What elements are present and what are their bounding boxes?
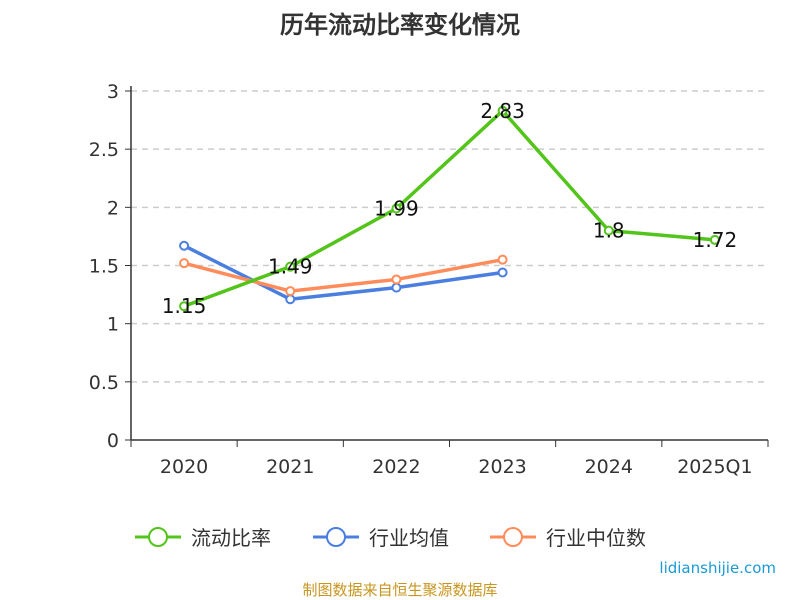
legend-label: 行业中位数 [546, 526, 646, 550]
x-tick-label: 2020 [160, 456, 208, 478]
data-point [497, 267, 508, 278]
data-point [391, 274, 402, 285]
data-label: 2.83 [480, 99, 525, 123]
data-point [285, 286, 296, 297]
series-line-1 [183, 244, 503, 301]
series-line-2 [183, 257, 503, 293]
data-label: 1.15 [162, 294, 207, 318]
y-tick-label: 0.5 [89, 372, 119, 394]
data-point [285, 261, 296, 272]
data-point [603, 225, 614, 236]
y-tick-label: 1 [107, 314, 119, 336]
legend-swatch-marker [326, 527, 346, 547]
legend-swatch-marker [503, 527, 523, 547]
x-tick-label: 2024 [585, 456, 633, 478]
y-tick-label: 3 [107, 81, 119, 103]
y-tick-label: 2 [107, 197, 119, 219]
chart-title: 历年流动比率变化情况 [280, 11, 520, 39]
x-tick-label: 2023 [478, 456, 526, 478]
data-point [391, 203, 402, 214]
data-label: 1.99 [374, 196, 419, 220]
x-tick-label: 2025Q1 [677, 456, 752, 478]
source-note: 制图数据来自恒生聚源数据库 [302, 581, 497, 599]
y-tick-label: 1.5 [89, 256, 119, 278]
y-tick-label: 0 [107, 430, 119, 452]
y-tick-label: 2.5 [89, 139, 119, 161]
data-point [179, 240, 190, 251]
data-label: 1.72 [693, 228, 738, 252]
data-point [285, 294, 296, 305]
data-point [179, 301, 190, 312]
legend-swatch-marker [148, 527, 168, 547]
data-point [497, 254, 508, 265]
series-line-0 [183, 109, 716, 308]
data-point [709, 234, 720, 245]
data-point [497, 105, 508, 116]
legend-label: 流动比率 [191, 526, 271, 550]
data-point [179, 258, 190, 269]
x-tick-label: 2022 [372, 456, 420, 478]
data-label: 1.8 [593, 219, 625, 243]
data-point [391, 282, 402, 293]
data-label: 1.49 [268, 255, 313, 279]
x-tick-label: 2021 [266, 456, 314, 478]
watermark: lidianshijie.com [659, 559, 776, 577]
legend-label: 行业均值 [369, 526, 449, 550]
